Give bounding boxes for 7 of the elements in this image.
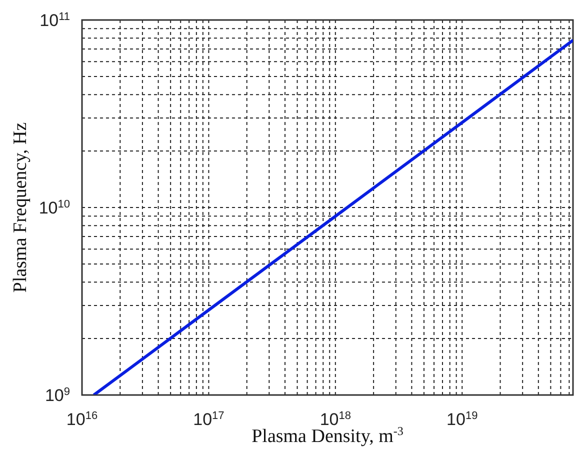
x-tick-label: 10$^{17}$ bbox=[193, 410, 224, 429]
y-axis-title: Plasma Frequency, Hz bbox=[10, 122, 30, 293]
y-tick-label: 10$^{9}$ bbox=[44, 386, 70, 405]
y-tick-label: 10$^{11}$ bbox=[40, 11, 70, 30]
x-tick-label: 10$^{19}$ bbox=[446, 410, 478, 429]
x-tick-label: 10$^{16}$ bbox=[66, 410, 98, 429]
y-tick-label: 10$^{10}$ bbox=[38, 198, 70, 218]
